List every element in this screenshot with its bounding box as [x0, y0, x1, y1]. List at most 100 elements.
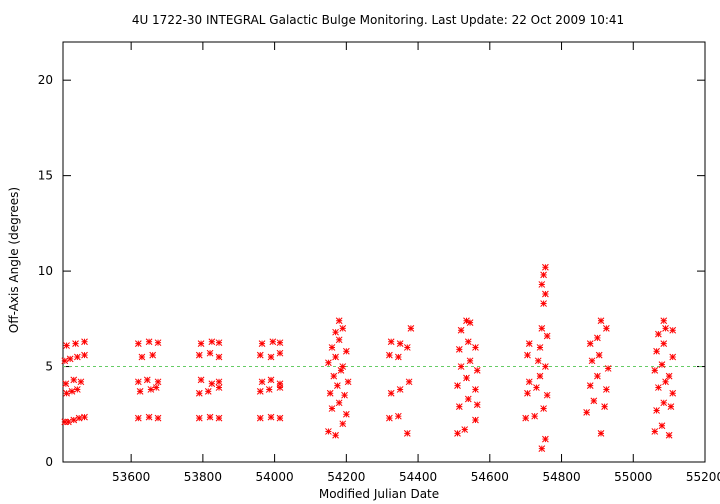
data-point — [604, 365, 612, 372]
data-point — [538, 281, 546, 288]
data-point — [62, 380, 70, 388]
data-point — [332, 328, 339, 336]
data-point — [540, 271, 547, 279]
data-point — [454, 430, 461, 437]
data-point — [540, 405, 547, 412]
data-point — [215, 378, 223, 386]
data-point — [536, 344, 544, 351]
data-point — [204, 388, 212, 395]
data-point — [335, 399, 343, 407]
data-point — [387, 338, 395, 346]
data-point — [197, 376, 205, 384]
data-point — [77, 378, 85, 386]
data-point — [215, 414, 223, 422]
data-point — [387, 389, 395, 397]
data-point — [341, 391, 348, 399]
data-point — [603, 325, 610, 332]
x-tick-label: 55000 — [614, 470, 652, 484]
data-point — [586, 382, 594, 389]
data-point — [396, 340, 404, 347]
data-point — [473, 401, 481, 409]
data-point — [669, 389, 677, 397]
data-point — [667, 403, 675, 410]
data-point — [522, 414, 530, 422]
data-point — [276, 414, 284, 422]
data-point — [594, 334, 601, 342]
data-point — [524, 351, 531, 359]
data-point — [542, 435, 549, 443]
data-point — [267, 413, 275, 421]
x-tick-label: 54000 — [256, 470, 294, 484]
data-point — [662, 325, 669, 332]
data-point — [542, 290, 549, 298]
data-point — [403, 430, 411, 437]
x-tick-label: 53600 — [112, 470, 150, 484]
data-point — [152, 384, 160, 391]
data-point — [542, 263, 549, 271]
x-tick-label: 54800 — [542, 470, 580, 484]
data-point — [463, 317, 470, 325]
data-points — [61, 263, 677, 452]
data-point — [588, 357, 596, 365]
data-point — [147, 386, 155, 393]
data-point — [534, 357, 542, 365]
y-tick-label: 0 — [45, 455, 53, 469]
x-tick-label: 53800 — [184, 470, 222, 484]
data-point — [525, 378, 533, 386]
data-point — [63, 389, 70, 397]
data-point — [195, 351, 203, 359]
y-axis: 0 5 10 15 20 — [38, 73, 705, 469]
data-point — [258, 378, 266, 386]
data-point — [81, 413, 88, 421]
data-point — [586, 340, 594, 347]
data-point — [63, 342, 70, 349]
data-point — [396, 386, 404, 393]
data-point — [455, 346, 463, 353]
data-point — [454, 382, 461, 389]
data-point — [655, 384, 662, 391]
data-point — [66, 355, 74, 363]
data-point — [472, 416, 479, 424]
data-point — [669, 326, 677, 334]
y-axis-label: Off-Axis Angle (degrees) — [7, 187, 21, 333]
data-point — [335, 317, 343, 325]
data-point — [473, 367, 481, 374]
data-point — [65, 418, 72, 426]
data-point — [342, 410, 350, 418]
data-point — [68, 388, 76, 395]
data-point — [651, 367, 659, 374]
data-point — [653, 347, 660, 355]
data-point — [583, 409, 590, 416]
data-point — [328, 405, 336, 412]
data-point — [394, 412, 402, 420]
data-point — [524, 389, 531, 397]
data-point — [543, 391, 551, 399]
data-point — [154, 414, 162, 422]
data-point — [334, 382, 341, 389]
data-point — [330, 372, 338, 380]
data-point — [328, 344, 336, 351]
data-point — [386, 414, 393, 422]
x-tick-label: 55200 — [686, 470, 720, 484]
data-point — [597, 430, 605, 437]
data-point — [464, 338, 472, 346]
data-point — [335, 336, 343, 344]
data-point — [658, 422, 666, 430]
data-point — [70, 416, 78, 424]
data-point — [653, 407, 660, 414]
data-point — [134, 378, 142, 386]
data-point — [669, 353, 677, 361]
data-point — [332, 353, 339, 361]
data-point — [72, 340, 79, 347]
data-point — [665, 372, 673, 380]
x-tick-label: 54600 — [471, 470, 509, 484]
data-point — [658, 361, 666, 368]
data-point — [457, 363, 465, 370]
data-point — [463, 374, 470, 382]
data-point — [531, 412, 538, 420]
data-point — [339, 420, 347, 428]
data-point — [73, 386, 81, 393]
data-point — [267, 376, 275, 384]
data-point — [256, 388, 264, 395]
